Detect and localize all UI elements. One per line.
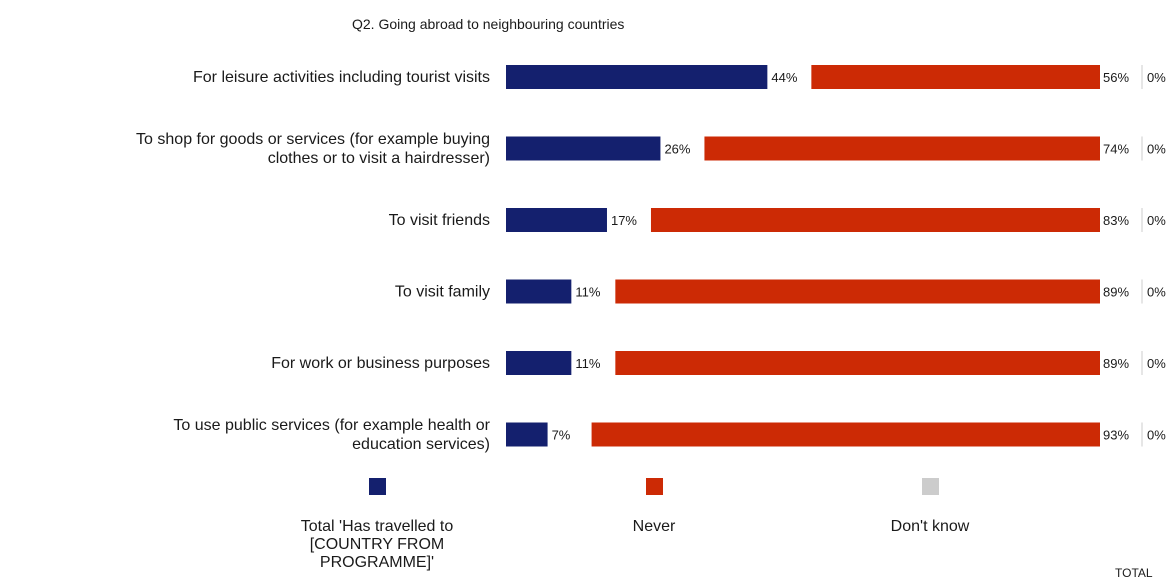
legend-label-line: Don't know — [891, 518, 970, 535]
category-label-line: To visit family — [395, 284, 490, 301]
data-label-never: 56% — [1103, 70, 1129, 85]
bar-never — [811, 65, 1100, 89]
category-label: To visit friends — [389, 212, 490, 229]
data-label-never: 83% — [1103, 213, 1129, 228]
bar-travelled — [506, 208, 607, 232]
chart-footnote: TOTAL — [1115, 566, 1153, 580]
data-label-travelled: 17% — [611, 213, 637, 228]
legend-travelled-swatch — [369, 478, 386, 495]
category-label-line: For leisure activities including tourist… — [193, 69, 490, 86]
bar-never — [615, 279, 1100, 304]
data-label-travelled: 11% — [575, 285, 600, 300]
category-label-line: For work or business purposes — [271, 355, 490, 372]
bar-travelled — [506, 65, 768, 89]
data-label-dont-know: 0% — [1147, 356, 1166, 371]
legend-label-line: PROGRAMME]' — [320, 554, 434, 571]
data-label-dont-know: 0% — [1147, 428, 1166, 443]
bar-travelled — [506, 422, 548, 447]
bar-never — [650, 208, 1100, 232]
category-label: For work or business purposes — [271, 355, 490, 372]
category-label: For leisure activities including tourist… — [193, 69, 490, 86]
data-label-dont-know: 0% — [1147, 285, 1166, 300]
category-label: To shop for goods or services (for examp… — [136, 131, 490, 167]
bar-travelled — [506, 279, 572, 304]
data-label-never: 74% — [1103, 142, 1129, 157]
data-label-dont-know: 0% — [1147, 142, 1166, 157]
data-label-never: 89% — [1103, 285, 1129, 300]
data-label-travelled: 7% — [552, 428, 571, 443]
legend-travelled-label: Total 'Has travelled to [COUNTRY FROM PROG… — [301, 518, 454, 571]
legend-dont-know-swatch — [922, 478, 939, 495]
bar-never — [591, 422, 1100, 447]
legend-label-line: [COUNTRY FROM — [310, 536, 445, 553]
data-label-dont-know: 0% — [1147, 213, 1166, 228]
data-label-travelled: 26% — [664, 142, 690, 157]
bar-travelled — [506, 136, 661, 161]
category-label: To use public services (for example heal… — [173, 417, 490, 453]
legend-label-line: Never — [633, 518, 676, 535]
category-label: To visit family — [395, 284, 490, 301]
chart-title: Q2. Going abroad to neighbouring countri… — [352, 16, 625, 32]
legend-label-line: Total 'Has travelled to — [301, 518, 454, 535]
data-label-never: 89% — [1103, 356, 1129, 371]
bar-never — [704, 136, 1100, 161]
data-label-never: 93% — [1103, 428, 1129, 443]
category-label-line: education services) — [352, 436, 490, 453]
data-label-travelled: 11% — [575, 356, 600, 371]
category-label-line: To visit friends — [389, 212, 490, 229]
bar-never — [615, 351, 1100, 375]
category-label-line: clothes or to visit a hairdresser) — [268, 150, 490, 167]
data-label-dont-know: 0% — [1147, 70, 1166, 85]
category-label-line: To shop for goods or services (for examp… — [136, 131, 490, 148]
legend-dont-know-label: Don't know — [891, 518, 970, 535]
legend-never-label: Never — [633, 518, 676, 535]
data-label-travelled: 44% — [771, 70, 797, 85]
category-label-line: To use public services (for example heal… — [173, 417, 490, 434]
legend-never-swatch — [646, 478, 663, 495]
bar-travelled — [506, 351, 572, 375]
